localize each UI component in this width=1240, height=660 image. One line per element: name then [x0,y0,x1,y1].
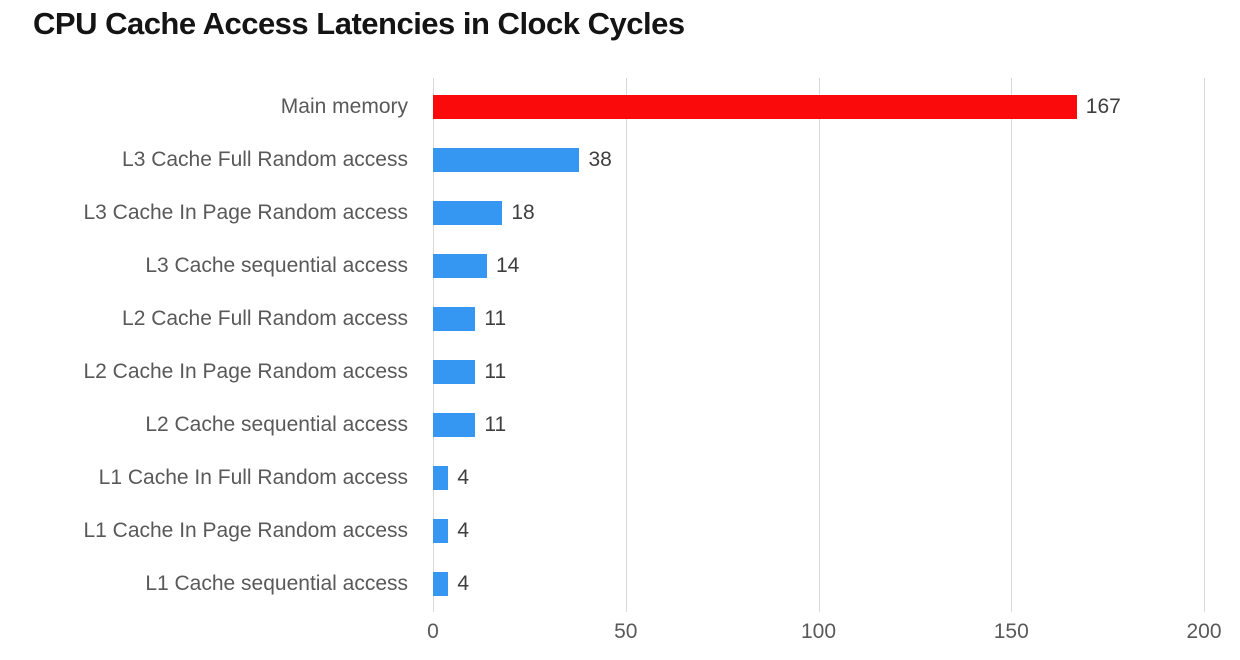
chart-row: L2 Cache sequential access 11 [0,398,1240,451]
chart-row: L3 Cache sequential access 14 [0,239,1240,292]
value-label: 4 [457,571,470,595]
bar-track: 14 [433,253,1240,278]
bar-track: 167 [433,94,1240,119]
gridline-x-0 [433,78,434,612]
bar [433,306,476,331]
bar-rows: Main memory 167 L3 Cache Full Random acces… [0,80,1240,610]
bar-track: 11 [433,359,1240,384]
bar-track: 18 [433,200,1240,225]
category-label: L1 Cache In Page Random access [83,518,408,542]
bar-track: 11 [433,412,1240,437]
bar-track: 4 [433,518,1240,543]
category-label: L3 Cache Full Random access [122,147,408,171]
category-label: L1 Cache In Full Random access [98,465,408,489]
value-label: 11 [484,359,507,383]
bar [433,253,487,278]
bar [433,465,449,490]
bar [433,200,503,225]
chart-row: L1 Cache In Page Random access 4 [0,504,1240,557]
value-label: 38 [588,147,612,171]
bar [433,94,1077,119]
bar [433,359,476,384]
bar [433,571,449,596]
value-label: 18 [511,200,535,224]
chart-row: L1 Cache In Full Random access 4 [0,451,1240,504]
bar [433,147,580,172]
chart-row: L3 Cache Full Random access 38 [0,133,1240,186]
chart-row: L2 Cache In Page Random access 11 [0,345,1240,398]
bar-track: 11 [433,306,1240,331]
chart-row: L2 Cache Full Random access 11 [0,292,1240,345]
value-label: 4 [457,465,470,489]
plot-area [433,78,1205,612]
x-tick-label: 0 [427,620,439,643]
bar [433,412,476,437]
category-label: L1 Cache sequential access [145,571,408,595]
x-tick-label: 50 [614,620,638,643]
category-label: L2 Cache In Page Random access [83,359,408,383]
gridline-x-50 [625,78,627,612]
gridline-x-150 [1011,78,1013,612]
category-label: L3 Cache sequential access [145,253,408,277]
chart-row: L1 Cache sequential access 4 [0,557,1240,610]
category-label: L2 Cache sequential access [145,412,408,436]
category-label: L3 Cache In Page Random access [83,200,408,224]
bar-track: 38 [433,147,1240,172]
x-tick-label: 150 [993,620,1029,643]
value-label: 11 [484,412,507,436]
bar [433,518,449,543]
gridline-x-200 [1204,78,1205,612]
bar-track: 4 [433,571,1240,596]
value-label: 167 [1085,94,1121,118]
category-label: L2 Cache Full Random access [122,306,408,330]
x-axis: 0 50 100 150 200 [0,620,1240,650]
gridline-x-100 [818,78,820,612]
value-label: 4 [457,518,470,542]
chart-row: L3 Cache In Page Random access 18 [0,186,1240,239]
chart-row: Main memory 167 [0,80,1240,133]
x-tick-label: 100 [800,620,837,643]
bar-track: 4 [433,465,1240,490]
category-label: Main memory [280,94,408,118]
x-tick-label: 200 [1186,620,1222,643]
value-label: 11 [484,306,507,330]
chart-title: CPU Cache Access Latencies in Clock Cycl… [33,6,685,41]
value-label: 14 [495,253,520,277]
